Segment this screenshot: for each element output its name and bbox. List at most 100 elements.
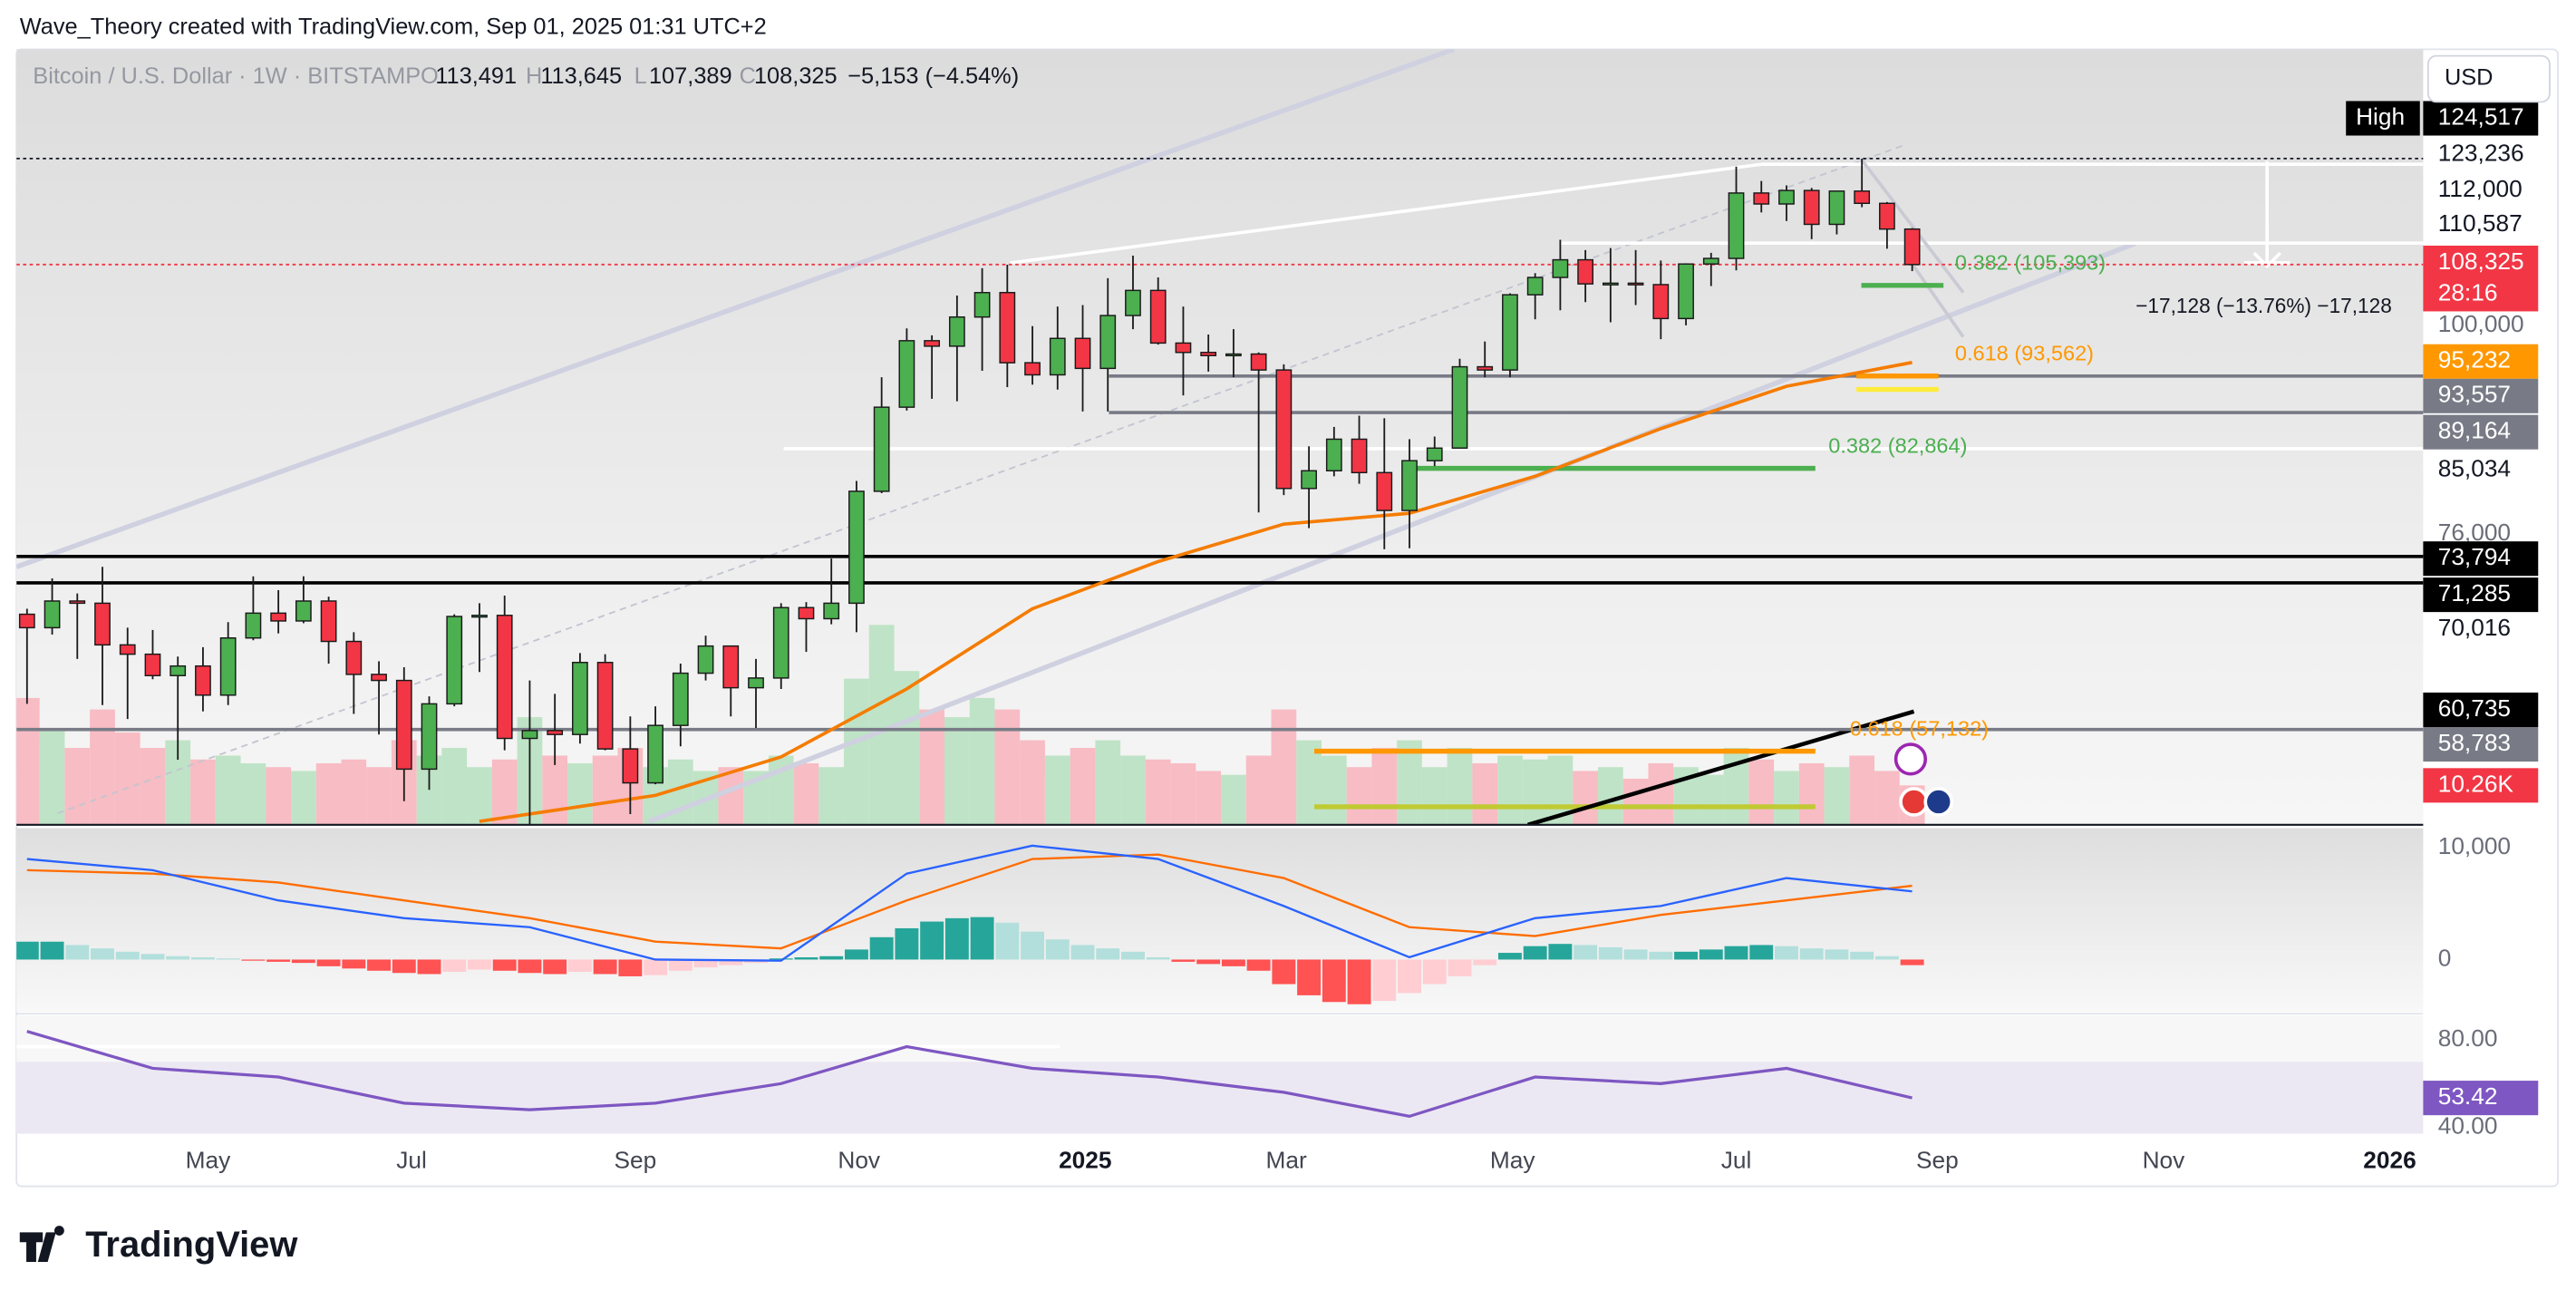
macd-histogram xyxy=(567,959,592,973)
volume-bar xyxy=(868,625,895,825)
candle-body xyxy=(446,616,463,705)
volume-bar xyxy=(114,732,140,825)
macd-histogram xyxy=(844,949,868,960)
macd-histogram xyxy=(40,941,64,960)
macd-histogram xyxy=(1347,959,1371,1004)
candle-body xyxy=(772,606,789,679)
macd-histogram xyxy=(995,922,1020,960)
volume-bar xyxy=(818,767,845,825)
volume-bar xyxy=(894,671,920,825)
macd-histogram xyxy=(1096,948,1120,960)
macd-histogram xyxy=(1497,953,1522,960)
candle-body xyxy=(1024,362,1041,376)
legend-value: 108,325 xyxy=(754,63,838,89)
legend-value: 107,389 xyxy=(649,63,732,89)
legend-key: H xyxy=(526,63,542,89)
currency-button[interactable] xyxy=(2426,54,2551,103)
macd-histogram xyxy=(91,948,114,960)
candle-body xyxy=(18,613,35,629)
macd-line xyxy=(26,844,1913,962)
legend-change: −5,153 (−4.54%) xyxy=(847,63,1019,89)
macd-histogram xyxy=(1473,959,1497,965)
macd-histogram xyxy=(216,958,240,960)
volume-bar xyxy=(1170,762,1196,825)
price-label: 70,016 xyxy=(2438,614,2511,641)
candle-body xyxy=(295,600,312,622)
price-label: 95,232 xyxy=(2438,346,2511,374)
candle-body xyxy=(1401,460,1418,511)
macd-histogram xyxy=(140,954,165,960)
candle-body xyxy=(1803,189,1820,226)
macd-signal xyxy=(26,853,1913,950)
volume-layer xyxy=(16,625,1925,825)
candle-body xyxy=(1854,190,1871,205)
macd-histogram xyxy=(1874,956,1899,960)
candle-body xyxy=(848,490,865,605)
macd-histogram xyxy=(719,959,743,965)
volume-bar xyxy=(1221,774,1246,825)
candle-body xyxy=(119,644,136,655)
event-icon xyxy=(1893,742,1928,776)
price-label: 71,285 xyxy=(2438,579,2511,606)
currency[interactable]: USD xyxy=(2445,65,2494,91)
macd-histogram xyxy=(492,959,517,971)
candle-body xyxy=(1903,228,1921,266)
macd-histogram xyxy=(869,936,894,960)
volume-label-box xyxy=(2423,768,2539,803)
macd-histogram xyxy=(920,921,944,960)
macd-histogram xyxy=(1297,959,1322,995)
candle-body xyxy=(1753,192,1770,205)
candle-body xyxy=(1351,438,1368,474)
x-tick-label: Sep xyxy=(1916,1146,1959,1173)
candle-body xyxy=(395,679,412,771)
price-label-box xyxy=(2423,692,2539,728)
macd-histogram xyxy=(1171,959,1196,962)
event-icon xyxy=(1899,787,1929,817)
candle-body xyxy=(94,602,111,646)
fib-label: 0.618 (57,132) xyxy=(1850,716,1989,740)
macd-histogram xyxy=(1045,939,1070,960)
price-label: 110,587 xyxy=(2438,209,2523,237)
macd-histogram xyxy=(1146,956,1170,960)
macd-histogram xyxy=(1246,959,1271,971)
macd-histogram xyxy=(1322,959,1346,1003)
volume-bar xyxy=(190,759,216,825)
volume-bar xyxy=(994,709,1021,825)
legend-value: 113,491 xyxy=(435,63,517,89)
x-tick-label: 2025 xyxy=(1059,1146,1111,1173)
volume-bar xyxy=(1044,755,1070,825)
candle-body xyxy=(722,645,740,689)
macd-histogram xyxy=(944,917,969,960)
volume-bar xyxy=(266,767,291,825)
x-tick-label: Jul xyxy=(1721,1146,1752,1173)
candle-body xyxy=(1828,190,1845,226)
candle-body xyxy=(1301,470,1317,490)
macd-histogram xyxy=(1422,959,1447,985)
high-tag: High xyxy=(2356,102,2405,130)
volume-bar xyxy=(1849,755,1875,825)
volume-bar xyxy=(290,771,316,825)
candle-body xyxy=(898,340,915,408)
candle-body xyxy=(672,672,689,726)
volume-bar xyxy=(1321,755,1347,825)
created-by: Wave_Theory created with TradingView.com… xyxy=(20,15,767,40)
candle-body xyxy=(596,662,614,750)
volume-bar xyxy=(1296,740,1322,825)
price-label: 60,735 xyxy=(2438,694,2511,722)
candle-body xyxy=(1602,282,1619,286)
price-label: 123,236 xyxy=(2438,139,2524,166)
candle-body xyxy=(1879,202,1895,230)
volume-bar xyxy=(1874,771,1900,825)
volume-bar xyxy=(90,709,115,825)
price-label-box xyxy=(2423,344,2539,379)
candle-body xyxy=(270,612,287,622)
macd-histogram xyxy=(1196,959,1221,965)
candle-body xyxy=(521,730,538,740)
candle-body xyxy=(1099,315,1117,370)
candle-body xyxy=(973,292,991,318)
price-label-box xyxy=(2423,414,2539,450)
x-tick-label: Nov xyxy=(838,1146,881,1173)
macd-histogram xyxy=(1799,948,1824,960)
candle-body xyxy=(798,606,815,620)
macd-histogram xyxy=(1724,946,1748,960)
